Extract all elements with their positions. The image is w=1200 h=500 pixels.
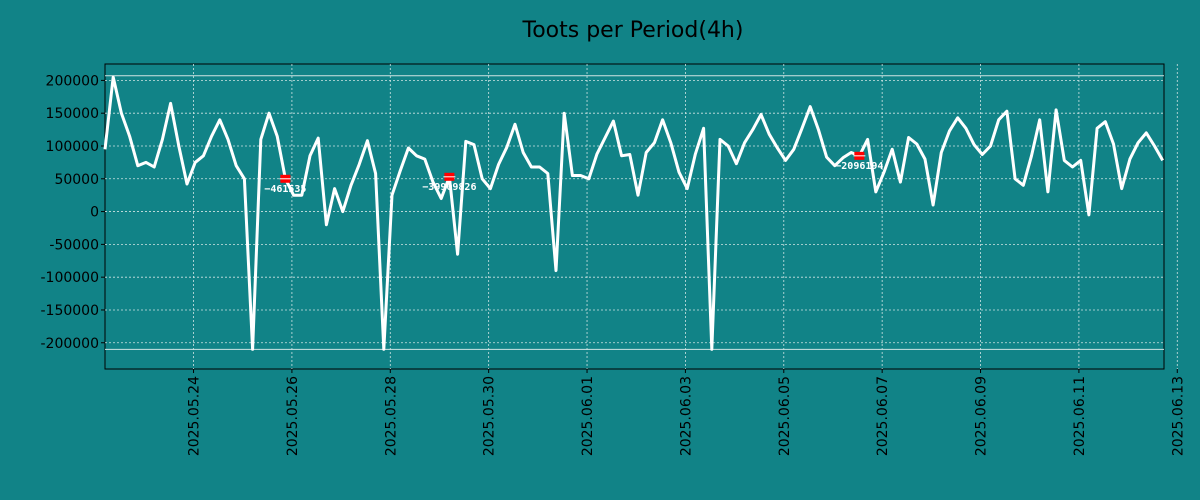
x-tick-label: 2025.05.24 xyxy=(187,376,203,456)
x-tick-label: 2025.06.03 xyxy=(678,376,694,456)
x-tick-label: 2025.05.30 xyxy=(482,376,498,456)
y-tick-label: 200000 xyxy=(46,73,99,89)
chart-title: Toots per Period(4h) xyxy=(522,18,744,43)
x-tick-label: 2025.06.13 xyxy=(1170,376,1186,456)
y-tick-label: 150000 xyxy=(46,106,99,122)
clipped-markers: −461535 −39909826 −2096194 xyxy=(264,151,883,195)
clipped-value-label: −461535 xyxy=(264,184,306,195)
x-tick-label: 2025.05.28 xyxy=(383,376,399,456)
x-tick-label: 2025.06.07 xyxy=(875,376,891,456)
clipped-value-label: −39909826 xyxy=(422,182,476,193)
clip-lines xyxy=(105,75,1164,350)
x-tick-label: 2025.06.09 xyxy=(974,376,990,456)
y-tick-label: -200000 xyxy=(41,336,100,352)
y-tick-label: 50000 xyxy=(54,172,99,188)
grid xyxy=(105,64,1178,369)
x-tick-label: 2025.05.26 xyxy=(285,376,301,456)
series-line xyxy=(103,75,1165,351)
y-tick-label: -50000 xyxy=(49,237,99,253)
x-tick-label: 2025.06.01 xyxy=(580,376,596,456)
y-tick-label: 0 xyxy=(90,205,99,221)
x-tick-label: 2025.06.05 xyxy=(777,376,793,456)
y-tick-label: 100000 xyxy=(46,139,99,155)
clipped-value-label: −2096194 xyxy=(835,161,883,172)
plot-area xyxy=(104,63,1165,370)
y-axis: 200000 150000 100000 50000 0 -50000 -100000 -15… xyxy=(41,73,105,352)
y-tick-label: -150000 xyxy=(41,303,100,319)
y-tick-label: -100000 xyxy=(41,270,100,286)
x-tick-label: 2025.06.11 xyxy=(1072,376,1088,456)
x-axis: 2025.05.24 2025.05.26 2025.05.28 2025.05.30… xyxy=(187,369,1186,456)
